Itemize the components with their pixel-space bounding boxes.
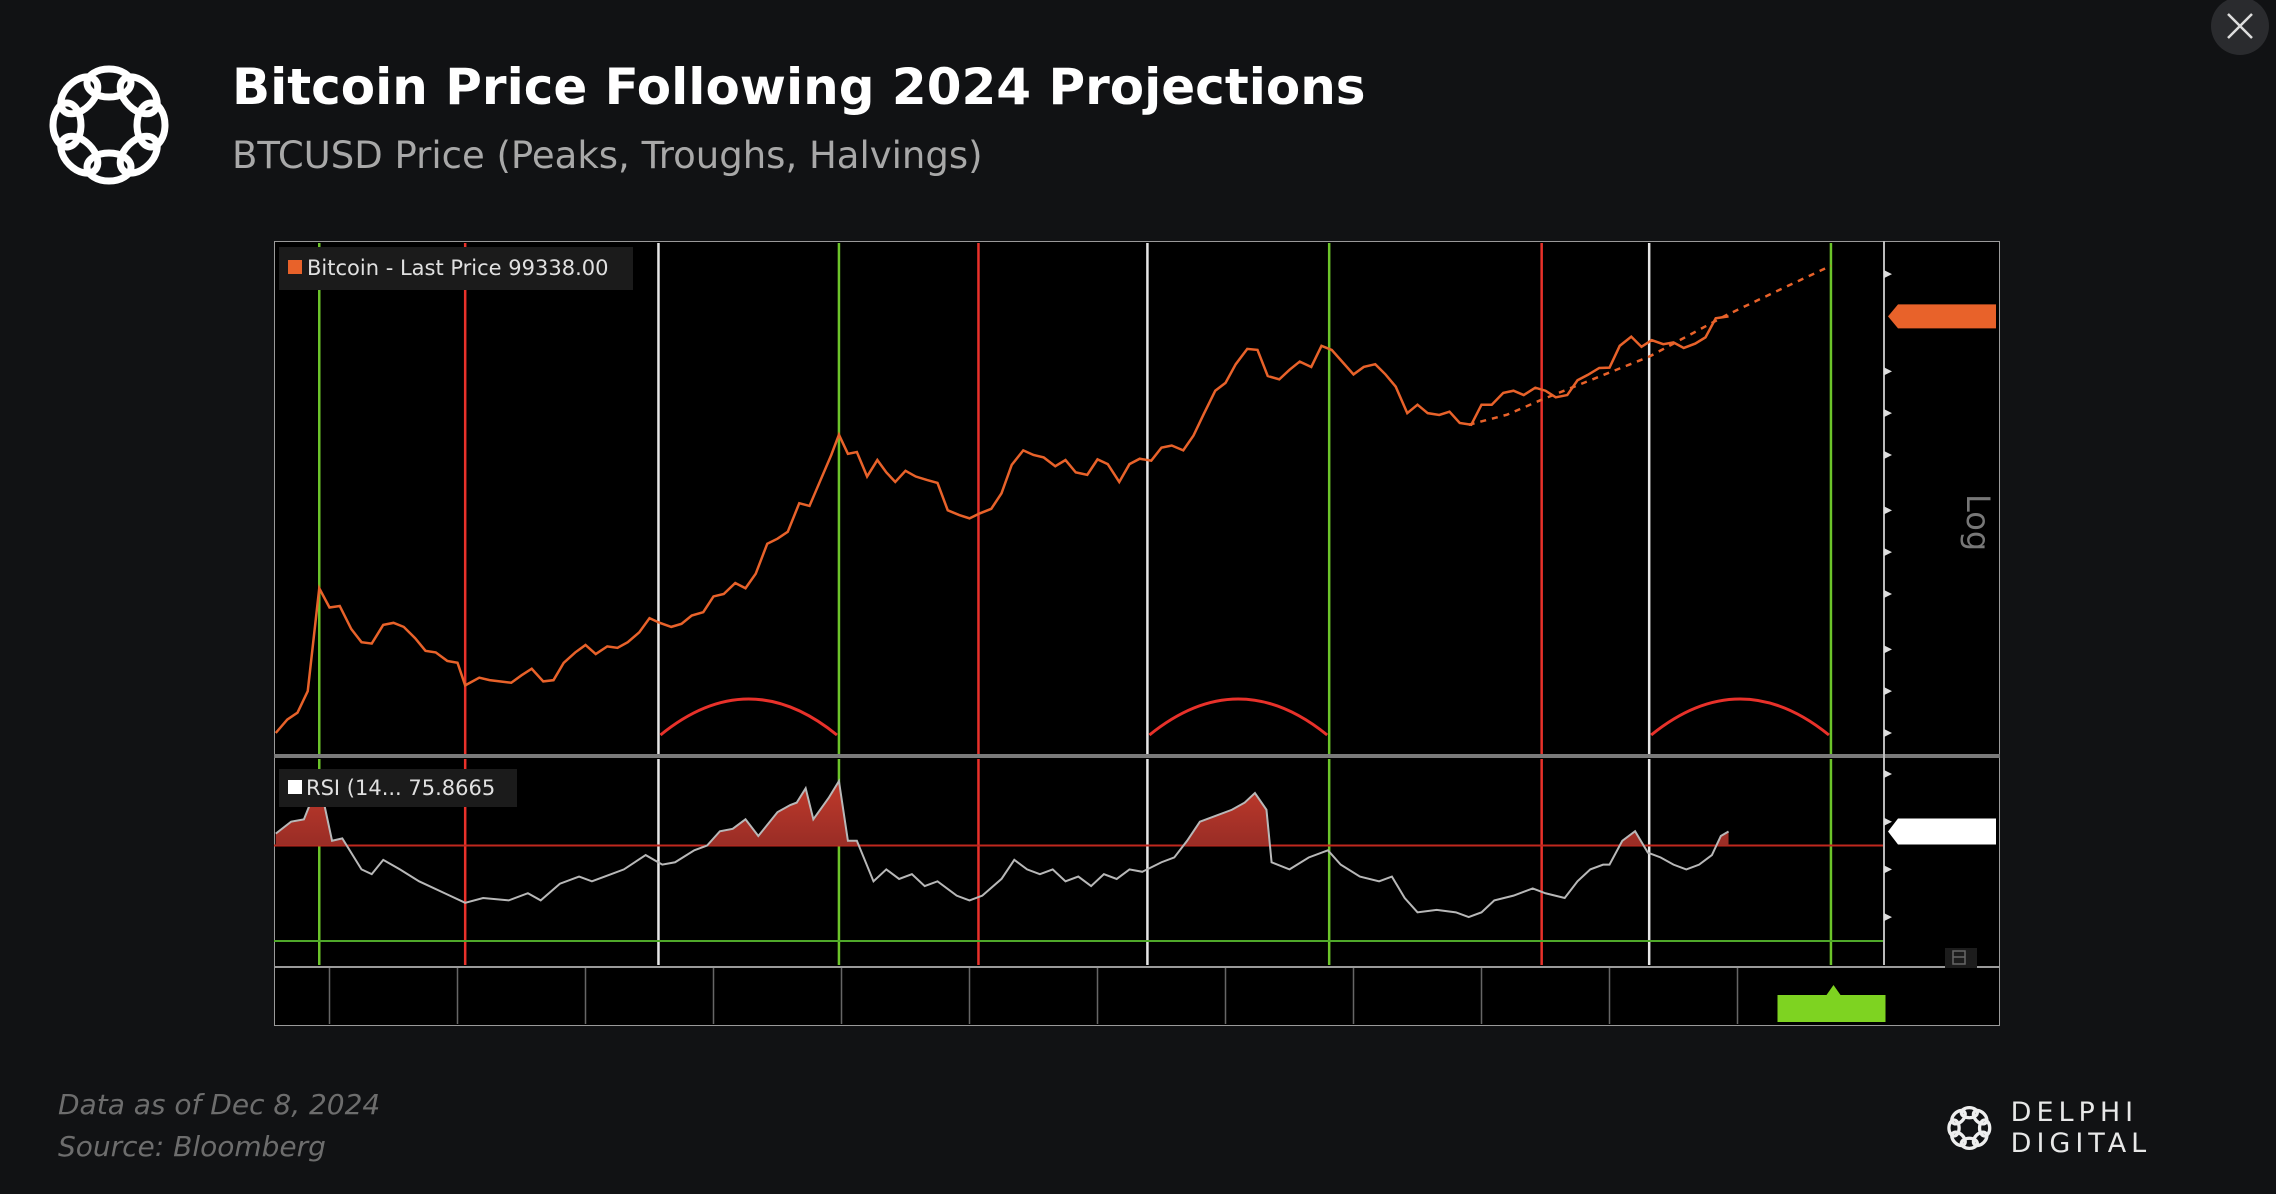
price-tick bbox=[1884, 645, 1892, 654]
price-tick bbox=[1884, 548, 1892, 557]
price-legend-swatch bbox=[288, 260, 302, 274]
date-marker-box bbox=[1777, 995, 1886, 1022]
halving-arc bbox=[1148, 697, 1329, 737]
logo-loop bbox=[116, 132, 161, 177]
rsi-value-tag bbox=[1888, 818, 1996, 845]
panel-menu-icon[interactable] bbox=[1945, 948, 1977, 968]
price-tick bbox=[1884, 270, 1892, 279]
price-legend: Bitcoin - Last Price 99338.00 bbox=[307, 256, 608, 280]
delphi-logo-icon bbox=[49, 65, 169, 185]
log-scale-label: Log bbox=[1959, 494, 1997, 551]
rsi-tick bbox=[1884, 817, 1892, 826]
close-button[interactable] bbox=[2211, 0, 2269, 55]
logo-loop bbox=[49, 99, 85, 151]
price-tick bbox=[1884, 729, 1892, 737]
price-line bbox=[274, 315, 1729, 734]
projection-line bbox=[1468, 264, 1832, 426]
logo-loop bbox=[83, 65, 135, 101]
last-price-tag bbox=[1888, 304, 1996, 329]
logo-loop bbox=[1959, 1105, 1979, 1120]
data-date-note: Data as of Dec 8, 2024 bbox=[58, 1088, 381, 1121]
btc-price-chart: Bitcoin - Last Price 99338.00 RSI (14...… bbox=[274, 241, 2000, 1026]
chart-frame bbox=[274, 241, 2000, 1026]
price-tick bbox=[1884, 409, 1892, 418]
rsi-legend: RSI (14... 75.8665 bbox=[306, 776, 495, 800]
price-tick bbox=[1884, 451, 1892, 459]
page-subtitle: BTCUSD Price (Peaks, Troughs, Halvings) bbox=[232, 134, 983, 177]
source-note: Source: Bloomberg bbox=[58, 1130, 326, 1163]
page-title: Bitcoin Price Following 2024 Projections bbox=[232, 58, 1366, 116]
rsi-legend-swatch bbox=[288, 780, 302, 794]
halving-arc bbox=[1650, 697, 1830, 737]
logo-loop bbox=[83, 149, 135, 185]
halving-arc bbox=[659, 697, 838, 737]
rsi-tick bbox=[1884, 865, 1892, 874]
logo-loop bbox=[1950, 1130, 1967, 1148]
close-x-icon bbox=[2227, 13, 2253, 39]
price-tick bbox=[1884, 367, 1892, 376]
price-tick bbox=[1884, 590, 1892, 598]
logo-loop bbox=[57, 132, 102, 177]
logo-loop bbox=[57, 73, 102, 118]
logo-loop bbox=[1947, 1118, 1961, 1138]
logo-loop bbox=[1977, 1118, 1992, 1138]
delphi-digital-brand: DELPHI DIGITAL bbox=[1942, 1097, 2276, 1159]
logo-loop bbox=[1950, 1108, 1967, 1126]
logo-loop bbox=[1971, 1108, 1989, 1126]
rsi-legend-box bbox=[279, 769, 517, 807]
price-tick bbox=[1884, 687, 1892, 696]
rsi-tick bbox=[1884, 913, 1892, 922]
date-marker-arrow bbox=[1826, 985, 1841, 995]
delphi-small-logo-icon bbox=[1947, 1105, 1992, 1151]
brand-name: DELPHI DIGITAL bbox=[2010, 1097, 2152, 1159]
logo-loop bbox=[133, 99, 169, 151]
logo-loop bbox=[1971, 1130, 1989, 1148]
logo-loop bbox=[116, 73, 161, 118]
logo-loop bbox=[1959, 1136, 1979, 1151]
price-tick bbox=[1884, 506, 1892, 515]
price-legend-box bbox=[279, 247, 633, 290]
rsi-tick bbox=[1884, 770, 1892, 778]
rsi-line bbox=[275, 777, 1730, 919]
